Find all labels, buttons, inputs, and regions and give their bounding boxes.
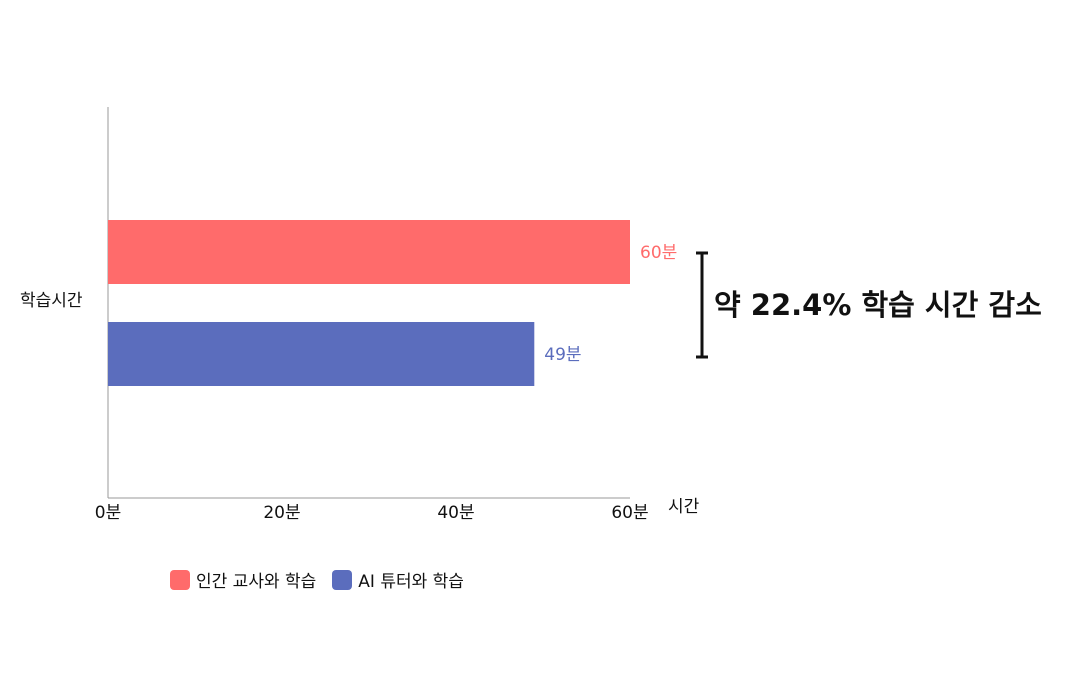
legend-label-human: 인간 교사와 학습 bbox=[196, 567, 316, 592]
x-tick-label: 60분 bbox=[611, 503, 648, 523]
x-tick-label: 0분 bbox=[95, 503, 121, 523]
x-tick-label: 20분 bbox=[263, 503, 300, 523]
annotation-text: 약 22.4% 학습 시간 감소 bbox=[714, 288, 1042, 322]
y-category-label: 학습시간 bbox=[20, 291, 83, 311]
bar-1 bbox=[108, 322, 534, 386]
legend-swatch-human bbox=[170, 570, 190, 590]
legend-swatch-ai bbox=[332, 570, 352, 590]
bar-value-label-0: 60분 bbox=[640, 243, 677, 263]
x-tick-label: 40분 bbox=[437, 503, 474, 523]
x-axis-title: 시간 bbox=[668, 497, 700, 517]
legend-item-human: 인간 교사와 학습 bbox=[170, 567, 316, 592]
legend-item-ai: AI 튜터와 학습 bbox=[332, 567, 464, 592]
bar-value-label-1: 49분 bbox=[544, 345, 581, 365]
legend: 인간 교사와 학습 AI 튜터와 학습 bbox=[170, 567, 464, 592]
legend-label-ai: AI 튜터와 학습 bbox=[358, 567, 464, 592]
bar-0 bbox=[108, 220, 630, 284]
